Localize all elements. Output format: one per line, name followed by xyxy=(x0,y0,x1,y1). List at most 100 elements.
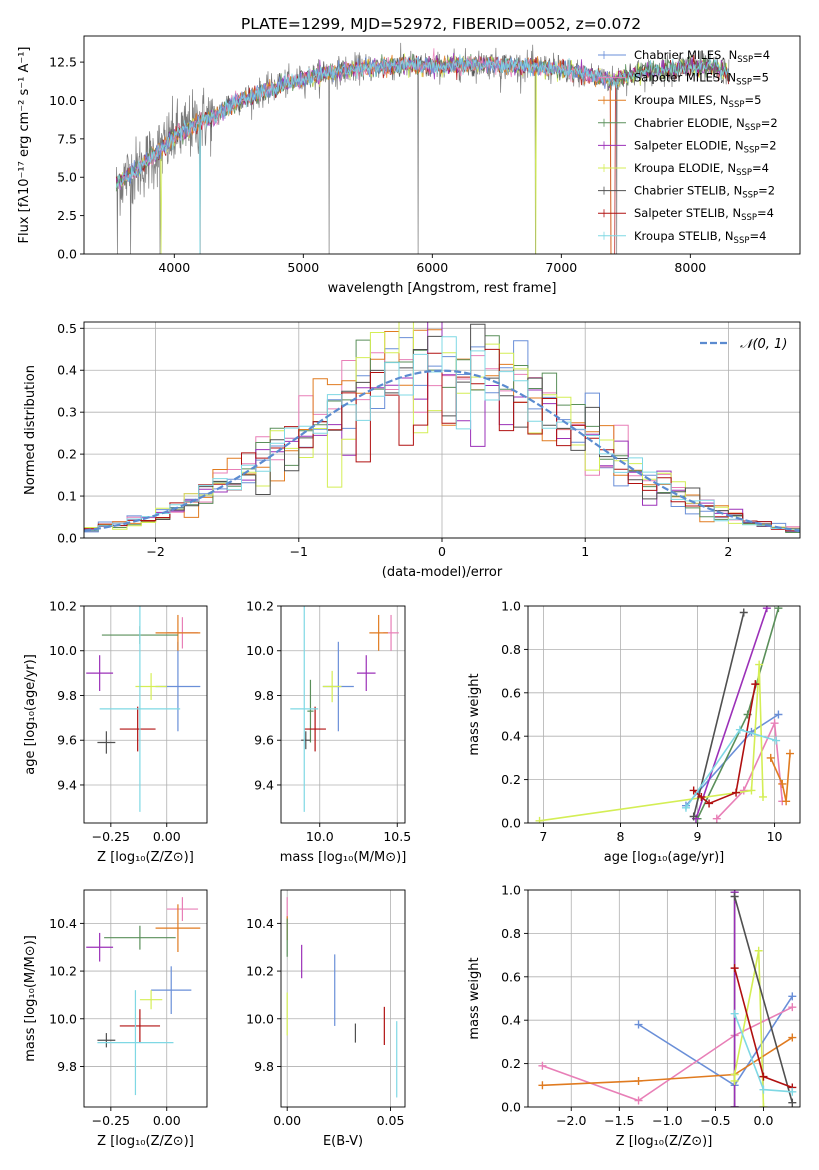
weight-point-marker xyxy=(730,964,739,973)
axes-frame xyxy=(527,889,801,1108)
weight-point-marker xyxy=(730,1009,739,1018)
weight_vs_age-panel: 7 8 9 10 0.0 0.2 0.4 0.6 0.8 1.0 age [log₁₀(age/yr… xyxy=(467,599,801,865)
spectrum-plot-area xyxy=(115,42,730,254)
weight-point-marker xyxy=(788,1098,797,1107)
legend-subscript: SSP xyxy=(737,55,753,65)
y-tick-label: 9.4 xyxy=(57,777,77,792)
legend-subscript: SSP xyxy=(745,123,761,133)
legend-label: Chabrier STELIB, NSSP=2 xyxy=(634,184,775,201)
weight-point-marker xyxy=(689,786,698,795)
weight-series-line xyxy=(733,896,794,1103)
weight-point-marker xyxy=(634,1020,643,1029)
weight-point-marker xyxy=(788,1087,797,1096)
weight-point-marker xyxy=(681,803,690,812)
y-tick-label: 10.2 xyxy=(246,964,274,979)
legend-label: Chabrier MILES, NSSP=4 xyxy=(634,48,770,65)
legend-label: Kroupa ELODIE, NSSP=4 xyxy=(634,161,769,178)
y-axis-label: mass weight xyxy=(467,673,482,755)
x-tick-label: 0.00 xyxy=(153,1113,181,1128)
legend-label: Chabrier ELODIE, NSSP=2 xyxy=(634,116,778,133)
y-tick-label: 2.5 xyxy=(57,208,77,223)
weight-point-marker xyxy=(697,792,706,801)
weight-point-marker xyxy=(735,725,744,734)
y-tick-label: 10.4 xyxy=(246,916,274,931)
weight-point-marker xyxy=(770,719,779,728)
legend-subscript: SSP xyxy=(744,145,760,155)
weight-point-marker xyxy=(732,788,741,797)
legend-label: Salpeter MILES, NSSP=5 xyxy=(634,71,769,88)
weight-line-area xyxy=(535,606,794,823)
x-axis-label: Z [log₁₀(Z/Z⊙)] xyxy=(97,1134,194,1149)
x-tick-label: 8 xyxy=(616,829,624,844)
y-tick-label: 0.0 xyxy=(501,1100,521,1115)
x-tick-label: −0.25 xyxy=(92,1113,130,1128)
weight-point-marker xyxy=(712,814,721,823)
weight-point-marker xyxy=(689,812,698,821)
weight-point-marker xyxy=(705,799,714,808)
y-axis-label: age [log₁₀(age/yr)] xyxy=(23,654,38,775)
weight-point-marker xyxy=(778,779,787,788)
weight-point-marker xyxy=(762,606,771,613)
y-tick-label: 9.8 xyxy=(57,1059,77,1074)
histogram-step xyxy=(84,336,800,531)
errorbar-area xyxy=(290,606,399,812)
weight-point-marker xyxy=(774,606,783,613)
legend-subscript: SSP xyxy=(742,191,758,201)
y-tick-label: 0.0 xyxy=(501,816,521,831)
weight-point-marker xyxy=(538,1081,547,1090)
x-tick-label: −2 xyxy=(146,544,164,559)
y-tick-label: 0.2 xyxy=(501,1056,521,1071)
histogram-area xyxy=(84,322,800,533)
y-tick-label: 0.2 xyxy=(501,772,521,787)
y-axis-label: Flux [fλ10⁻¹⁷ erg cm⁻² s⁻¹ A⁻¹] xyxy=(17,47,32,244)
weight-point-marker xyxy=(785,749,794,758)
y-tick-label: 10.0 xyxy=(49,643,77,658)
errorbar-area xyxy=(86,897,201,1096)
y-tick-label: 10.0 xyxy=(49,93,77,108)
y-tick-label: 0.1 xyxy=(57,489,77,504)
x-tick-label: 2 xyxy=(724,544,732,559)
x-tick-label: −1 xyxy=(290,544,308,559)
legend-suffix: =2 xyxy=(761,116,778,130)
axes-frame xyxy=(83,605,208,824)
x-axis-label: Z [log₁₀(Z/Z⊙)] xyxy=(616,1134,713,1149)
figure-title: PLATE=1299, MJD=52972, FIBERID=0052, z=0… xyxy=(241,15,641,33)
y-tick-label: 0.6 xyxy=(501,969,521,984)
x-tick-label: −0.25 xyxy=(92,829,130,844)
x-axis-label: Z [log₁₀(Z/Z⊙)] xyxy=(97,850,194,865)
x-tick-label: 7000 xyxy=(545,260,577,275)
x-tick-label: 10.5 xyxy=(383,829,411,844)
weight-series-line xyxy=(769,753,791,802)
x-tick-label: 6000 xyxy=(416,260,448,275)
weight-point-marker xyxy=(759,1103,768,1107)
weight-series-line xyxy=(542,1036,793,1087)
x-tick-label: 0.00 xyxy=(153,829,181,844)
x-tick-label: −2.0 xyxy=(556,1113,586,1128)
weight-point-marker xyxy=(751,680,760,689)
axes-frame xyxy=(280,889,406,1108)
weight-point-marker xyxy=(759,792,768,801)
weight-line-area xyxy=(538,890,797,1107)
legend-subscript: SSP xyxy=(736,168,752,178)
y-tick-label: 10.0 xyxy=(49,1011,77,1026)
mass_vs_Z-panel: −0.25 0.00 9.8 10.0 10.2 10.4 Z [log₁₀(Z/Z⊙)] m… xyxy=(23,889,208,1149)
y-tick-label: 9.6 xyxy=(57,733,77,748)
y-axis-label: mass [log₁₀(M/M⊙)] xyxy=(23,935,38,1062)
weight-point-marker xyxy=(759,1085,768,1094)
y-tick-label: 1.0 xyxy=(501,883,521,898)
legend-suffix: =4 xyxy=(749,229,766,243)
weight-point-marker xyxy=(739,608,748,617)
errorbar-area xyxy=(86,606,201,812)
weight-point-marker xyxy=(788,1033,797,1042)
legend-suffix: =4 xyxy=(753,48,770,62)
y-tick-label: 9.8 xyxy=(254,1059,274,1074)
y-tick-label: 7.5 xyxy=(57,131,77,146)
y-tick-label: 0.4 xyxy=(501,1013,521,1028)
legend-suffix: =2 xyxy=(760,138,777,152)
y-tick-label: 10.0 xyxy=(246,1011,274,1026)
legend-subscript: SSP xyxy=(736,78,752,88)
weight-point-marker xyxy=(754,946,763,955)
x-tick-label: 4000 xyxy=(158,260,190,275)
axes-frame xyxy=(83,889,208,1108)
legend-label: Salpeter STELIB, NSSP=4 xyxy=(634,206,774,223)
